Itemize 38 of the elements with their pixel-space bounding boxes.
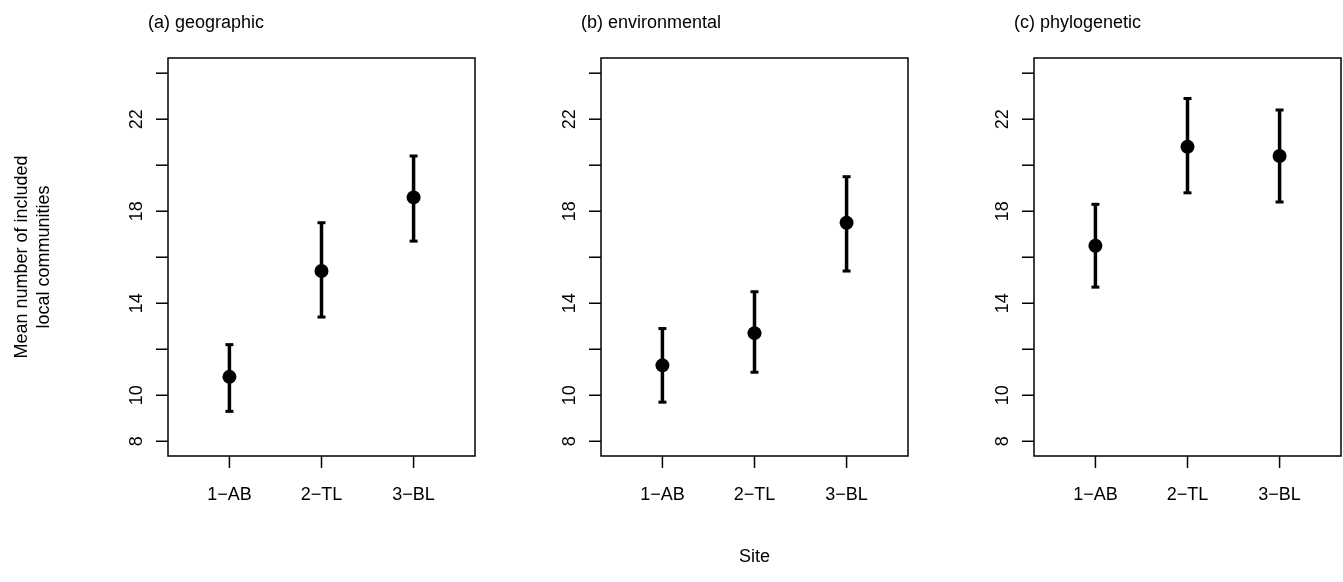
chart-title: (c) phylogenetic: [1014, 12, 1142, 32]
y-tick-label: 22: [126, 109, 146, 130]
y-tick-label: 10: [126, 385, 146, 406]
point: [314, 264, 329, 279]
point: [1180, 139, 1195, 154]
point: [406, 190, 421, 205]
y-tick-label: 22: [559, 109, 579, 130]
point: [222, 369, 237, 384]
x-tick-label: 3−BL: [392, 484, 435, 504]
y-tick-label: 10: [992, 385, 1012, 406]
y-tick-label: 14: [559, 293, 579, 314]
point: [1088, 238, 1103, 253]
chart-title: (a) geographic: [148, 12, 265, 32]
x-tick-label: 2−TL: [1166, 484, 1209, 504]
point: [747, 326, 762, 341]
y-tick-label: 18: [559, 201, 579, 222]
x-tick-label: 1−AB: [1073, 484, 1118, 504]
y-tick-label: 8: [126, 436, 146, 447]
x-tick-label: 2−TL: [733, 484, 776, 504]
x-axis-title: Site: [738, 546, 771, 566]
point: [839, 215, 854, 230]
chart-title: (b) environmental: [581, 12, 722, 32]
x-tick-label: 3−BL: [825, 484, 868, 504]
y-tick-label: 22: [992, 109, 1012, 130]
point: [1272, 149, 1287, 164]
x-tick-label: 1−AB: [207, 484, 252, 504]
point: [655, 358, 670, 373]
x-tick-label: 3−BL: [1258, 484, 1301, 504]
y-tick-label: 8: [992, 436, 1012, 447]
y-tick-label: 14: [126, 293, 146, 314]
y-tick-label: 18: [992, 201, 1012, 222]
y-tick-label: 18: [126, 201, 146, 222]
x-tick-label: 2−TL: [300, 484, 343, 504]
y-tick-label: 10: [559, 385, 579, 406]
y-tick-label: 8: [559, 436, 579, 447]
y-axis-title: Mean number of included local communities: [11, 155, 53, 359]
y-tick-label: 14: [992, 293, 1012, 314]
x-tick-label: 1−AB: [640, 484, 685, 504]
